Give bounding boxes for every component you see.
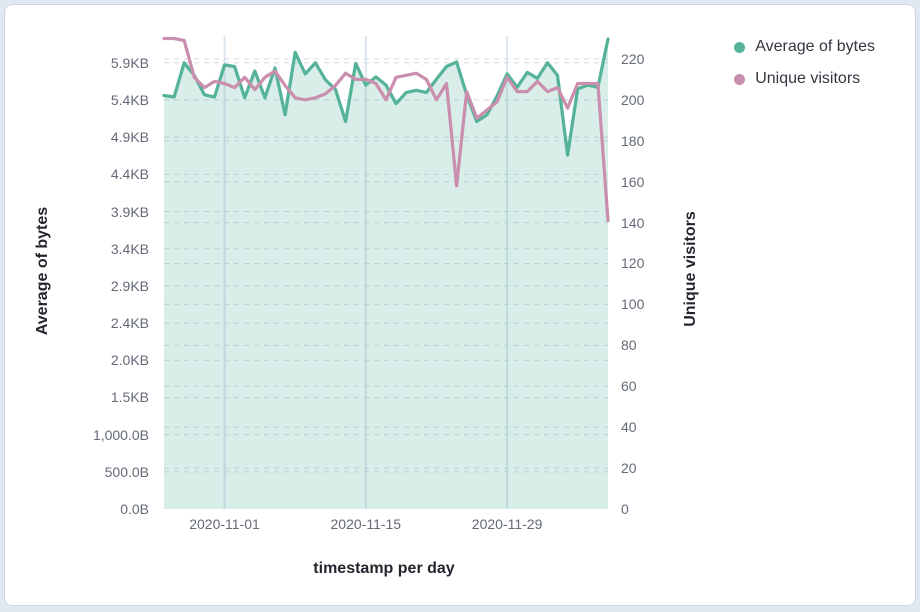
right-axis-tick-label: 60 bbox=[621, 378, 637, 395]
left-axis-tick-label: 500.0B bbox=[104, 463, 149, 480]
legend-label: Unique visitors bbox=[755, 70, 861, 87]
right-axis-tick-label: 80 bbox=[621, 337, 637, 354]
left-axis-tick-label: 4.9KB bbox=[110, 129, 149, 146]
left-axis-tick-label: 2.0KB bbox=[110, 352, 149, 369]
right-axis-title: Unique visitors bbox=[682, 211, 699, 327]
area-series-average-of-bytes bbox=[164, 39, 608, 509]
chart-wrap: 0.0B 500.0B 1,000.0B 1.5KB 2.0KB 2.4KB 2.9KB 3.… bbox=[5, 5, 915, 605]
line-series-average-of-bytes bbox=[162, 37, 610, 157]
vertical-gridlines bbox=[223, 36, 509, 509]
legend-item-unique-visitors[interactable]: Unique visitors bbox=[734, 67, 875, 91]
right-axis-tick-label: 100 bbox=[621, 296, 645, 313]
right-axis-tick-label: 160 bbox=[621, 173, 645, 190]
x-axis-tick-label: 2020-11-01 bbox=[189, 516, 260, 532]
legend-item-average-of-bytes[interactable]: Average of bytes bbox=[734, 35, 875, 59]
left-axis-tick-label: 1,000.0B bbox=[92, 426, 149, 443]
left-axis-tick-label: 5.9KB bbox=[110, 54, 149, 71]
x-axis-title: timestamp per day bbox=[313, 560, 455, 577]
right-axis-tick-label: 200 bbox=[621, 91, 645, 108]
right-axis-tick-label: 40 bbox=[621, 419, 637, 436]
legend-label: Average of bytes bbox=[755, 38, 875, 55]
left-axis-title: Average of bytes bbox=[34, 206, 51, 336]
series-color-dot-icon bbox=[734, 41, 746, 53]
right-axis-tick-label: 20 bbox=[621, 460, 637, 477]
right-axis-tick-label: 120 bbox=[621, 255, 645, 272]
legend: Average of bytes Unique visitors bbox=[734, 35, 875, 91]
right-axis-tick-label: 220 bbox=[621, 50, 645, 67]
line-series-unique-visitors bbox=[162, 36, 610, 223]
x-axis-tick-label: 2020-11-15 bbox=[330, 516, 402, 532]
left-axis-tick-label: 2.4KB bbox=[110, 315, 149, 332]
right-axis-tick-label: 0 bbox=[621, 501, 629, 517]
left-axis-tick-label: 1.5KB bbox=[110, 389, 149, 406]
chart-panel: 0.0B 500.0B 1,000.0B 1.5KB 2.0KB 2.4KB 2.9KB 3.… bbox=[4, 4, 916, 606]
left-axis-tick-label: 3.9KB bbox=[110, 203, 149, 220]
series-color-dot-icon bbox=[734, 73, 746, 85]
x-axis-tick-label: 2020-11-29 bbox=[471, 516, 543, 532]
plot-area[interactable] bbox=[5, 5, 915, 605]
right-axis-tick-label: 180 bbox=[621, 132, 645, 149]
left-axis-tick-label: 5.4KB bbox=[110, 91, 149, 108]
left-axis-tick-label: 0.0B bbox=[120, 501, 149, 517]
right-axis-tick-label: 140 bbox=[621, 214, 645, 231]
left-axis-tick-label: 2.9KB bbox=[110, 277, 149, 294]
left-axis-tick-label: 4.4KB bbox=[110, 166, 149, 183]
left-axis-tick-label: 3.4KB bbox=[110, 240, 149, 257]
